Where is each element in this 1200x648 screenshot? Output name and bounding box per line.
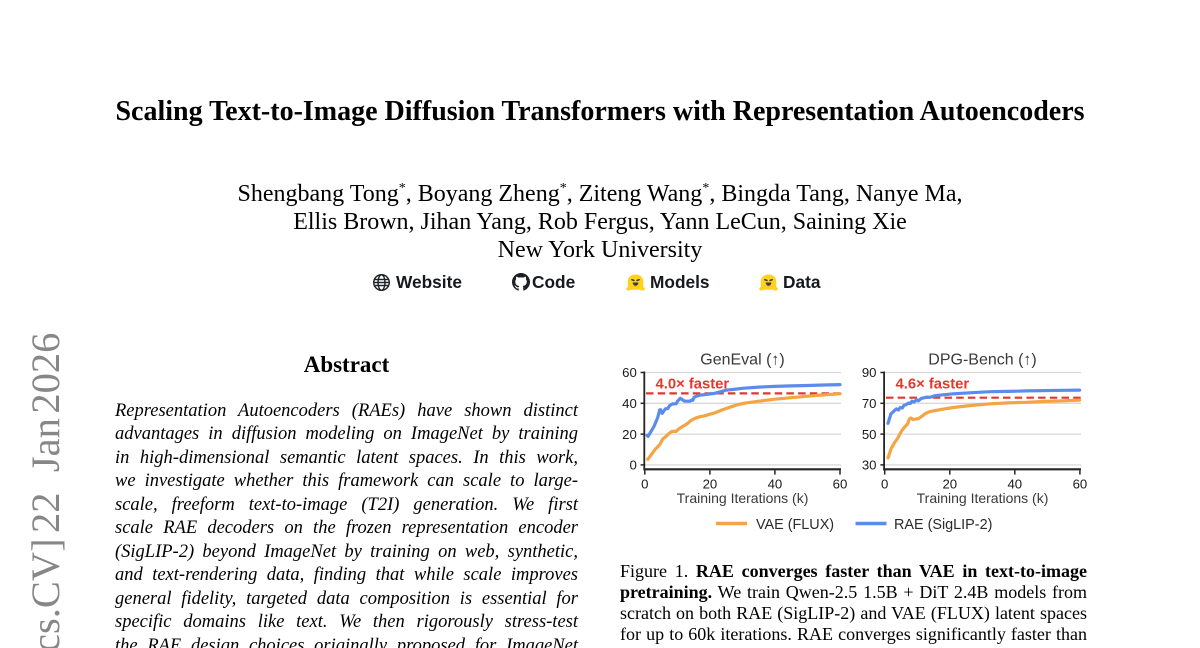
svg-text:RAE (SigLIP-2): RAE (SigLIP-2) <box>894 517 992 533</box>
svg-text:20: 20 <box>703 477 718 492</box>
svg-text:0: 0 <box>641 477 648 492</box>
svg-text:60: 60 <box>1073 477 1088 492</box>
svg-text:VAE (FLUX): VAE (FLUX) <box>756 517 834 533</box>
svg-text:40: 40 <box>1007 477 1022 492</box>
svg-text:90: 90 <box>862 365 877 380</box>
svg-text:60: 60 <box>833 477 848 492</box>
svg-text:50: 50 <box>862 427 877 442</box>
svg-text:4.0× faster: 4.0× faster <box>656 377 730 393</box>
svg-text:20: 20 <box>942 477 957 492</box>
svg-text:20: 20 <box>622 427 637 442</box>
svg-text:40: 40 <box>622 396 637 411</box>
svg-text:0: 0 <box>881 477 888 492</box>
svg-text:Training Iterations (k): Training Iterations (k) <box>677 490 809 506</box>
svg-text:4.6× faster: 4.6× faster <box>896 377 970 393</box>
svg-text:0: 0 <box>629 458 636 473</box>
svg-text:70: 70 <box>862 396 877 411</box>
svg-text:DPG-Bench (↑): DPG-Bench (↑) <box>928 352 1036 369</box>
svg-text:40: 40 <box>768 477 783 492</box>
svg-text:30: 30 <box>862 458 877 473</box>
svg-text:60: 60 <box>622 365 637 380</box>
svg-text:Training Iterations (k): Training Iterations (k) <box>917 490 1049 506</box>
svg-text:GenEval (↑): GenEval (↑) <box>700 352 784 369</box>
